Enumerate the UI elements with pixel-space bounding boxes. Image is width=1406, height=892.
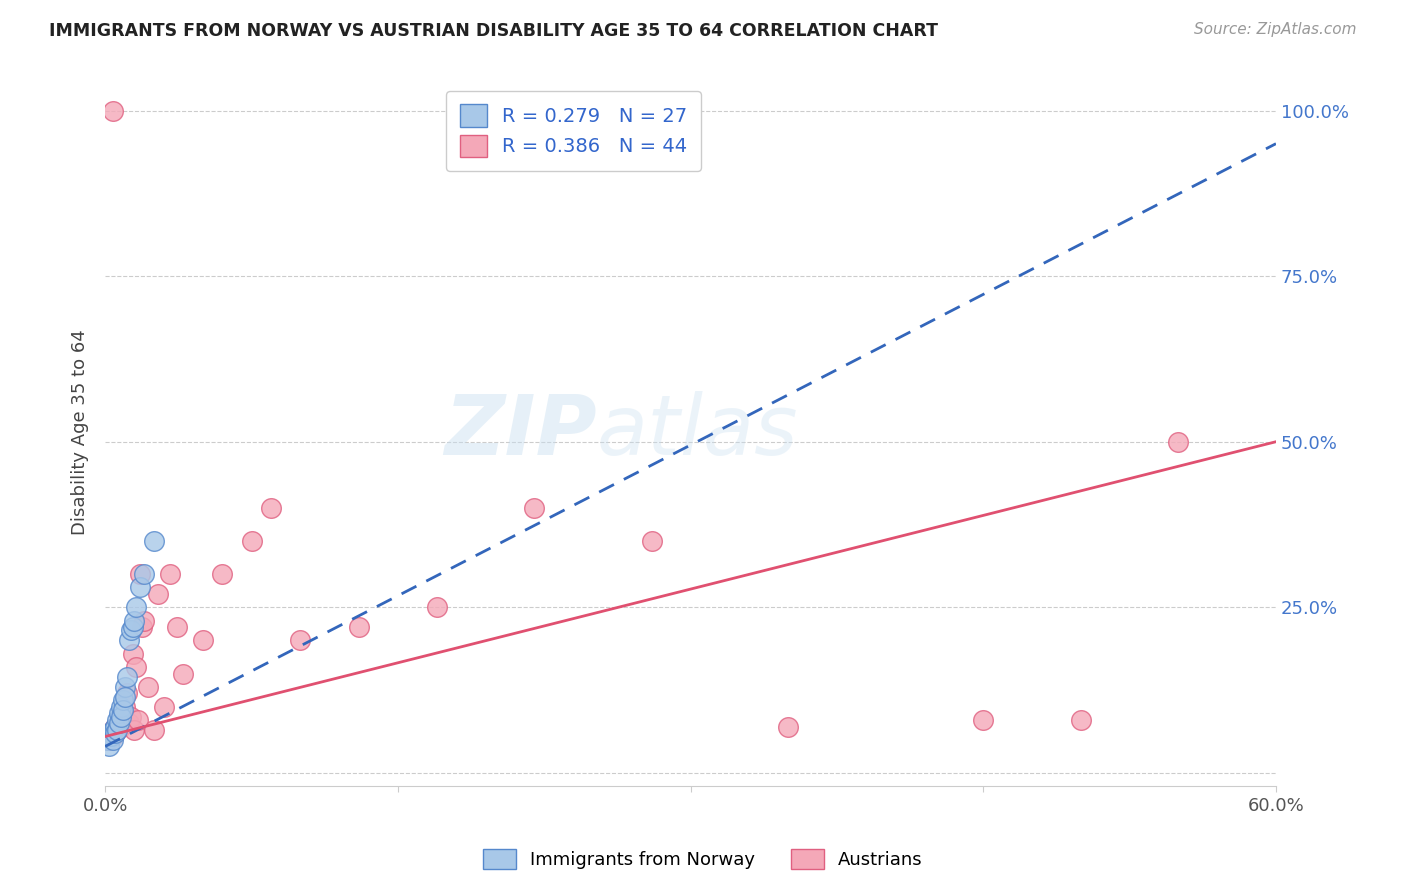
Point xyxy=(111,703,134,717)
Point xyxy=(131,620,153,634)
Point xyxy=(124,723,146,737)
Point xyxy=(1167,434,1189,449)
Point xyxy=(778,719,800,733)
Point xyxy=(101,723,124,737)
Legend: Immigrants from Norway, Austrians: Immigrants from Norway, Austrians xyxy=(474,839,932,879)
Point xyxy=(117,716,139,731)
Point xyxy=(98,739,121,754)
Point xyxy=(114,699,136,714)
Point xyxy=(124,614,146,628)
Point xyxy=(105,723,128,737)
Point xyxy=(111,693,134,707)
Point xyxy=(108,706,131,721)
Point xyxy=(172,666,194,681)
Text: IMMIGRANTS FROM NORWAY VS AUSTRIAN DISABILITY AGE 35 TO 64 CORRELATION CHART: IMMIGRANTS FROM NORWAY VS AUSTRIAN DISAB… xyxy=(49,22,938,40)
Point xyxy=(96,732,118,747)
Point xyxy=(129,581,152,595)
Point xyxy=(260,500,283,515)
Point xyxy=(110,719,132,733)
Point xyxy=(117,633,139,648)
Point xyxy=(110,699,132,714)
Point xyxy=(143,723,166,737)
Point xyxy=(101,103,124,118)
Point xyxy=(136,680,159,694)
Point xyxy=(191,633,214,648)
Point xyxy=(159,567,181,582)
Point xyxy=(290,633,312,648)
Point xyxy=(115,670,138,684)
Point xyxy=(120,709,142,723)
Point xyxy=(134,567,156,582)
Point xyxy=(1070,713,1092,727)
Point xyxy=(104,719,127,733)
Point xyxy=(347,620,370,634)
Point xyxy=(972,713,994,727)
Text: Source: ZipAtlas.com: Source: ZipAtlas.com xyxy=(1194,22,1357,37)
Point xyxy=(125,600,148,615)
Point xyxy=(101,730,124,744)
Point xyxy=(114,690,136,704)
Point xyxy=(121,647,143,661)
Point xyxy=(96,730,118,744)
Point xyxy=(104,726,127,740)
Point xyxy=(115,686,138,700)
Point xyxy=(104,726,127,740)
Point xyxy=(100,726,122,740)
Point xyxy=(640,534,662,549)
Point xyxy=(108,716,131,731)
Point xyxy=(120,624,142,638)
Point xyxy=(98,732,121,747)
Text: atlas: atlas xyxy=(598,392,799,472)
Point xyxy=(101,732,124,747)
Point xyxy=(127,713,149,727)
Point xyxy=(100,730,122,744)
Point xyxy=(121,620,143,634)
Point xyxy=(114,680,136,694)
Point xyxy=(523,500,546,515)
Point xyxy=(105,713,128,727)
Y-axis label: Disability Age 35 to 64: Disability Age 35 to 64 xyxy=(72,329,89,534)
Point xyxy=(104,719,127,733)
Point xyxy=(426,600,449,615)
Point xyxy=(105,723,128,737)
Point xyxy=(211,567,233,582)
Point xyxy=(110,709,132,723)
Point xyxy=(111,706,134,721)
Point xyxy=(100,726,122,740)
Point xyxy=(129,567,152,582)
Text: ZIP: ZIP xyxy=(444,392,598,472)
Legend: R = 0.279   N = 27, R = 0.386   N = 44: R = 0.279 N = 27, R = 0.386 N = 44 xyxy=(446,91,702,170)
Point xyxy=(134,614,156,628)
Point xyxy=(108,716,131,731)
Point xyxy=(110,713,132,727)
Point xyxy=(101,723,124,737)
Point xyxy=(152,699,174,714)
Point xyxy=(166,620,188,634)
Point xyxy=(143,534,166,549)
Point xyxy=(125,660,148,674)
Point xyxy=(240,534,263,549)
Point xyxy=(146,587,169,601)
